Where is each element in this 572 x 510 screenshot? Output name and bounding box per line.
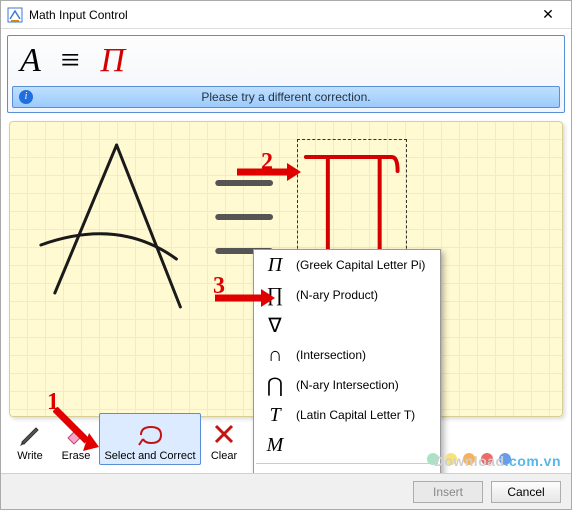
option-label: (N-ary Intersection) xyxy=(296,378,399,392)
annotation-arrow-3 xyxy=(215,287,275,309)
option-symbol: ∇ xyxy=(264,313,286,338)
info-message: Please try a different correction. xyxy=(201,90,370,104)
toolbar: Write Erase Select and Correct Clear xyxy=(7,413,247,465)
info-icon: i xyxy=(19,90,33,104)
correction-option-5[interactable]: T (Latin Capital Letter T) xyxy=(254,400,440,430)
watermark-text1: Download xyxy=(434,453,505,469)
select-label: Select and Correct xyxy=(104,450,195,462)
formula-A: A xyxy=(20,42,46,79)
correction-option-4[interactable]: ⋂ (N-ary Intersection) xyxy=(254,370,440,400)
clear-label: Clear xyxy=(211,450,237,462)
clear-icon xyxy=(213,420,235,448)
option-label: (Greek Capital Letter Pi) xyxy=(296,258,425,272)
recognized-formula: A ≡ Π xyxy=(12,40,560,82)
info-bar: i Please try a different correction. xyxy=(12,86,560,108)
watermark-text2: .com.vn xyxy=(505,453,561,469)
math-input-window: Math Input Control ✕ A ≡ Π i Please try … xyxy=(0,0,572,510)
write-tool[interactable]: Write xyxy=(7,413,53,465)
option-label: (N-ary Product) xyxy=(296,288,378,302)
correction-option-2[interactable]: ∇ xyxy=(254,310,440,340)
insert-button[interactable]: Insert xyxy=(413,481,483,503)
option-symbol: T xyxy=(264,404,286,427)
app-icon xyxy=(7,7,23,23)
watermark: Download.com.vn xyxy=(434,453,561,469)
clear-tool[interactable]: Clear xyxy=(201,413,247,465)
option-symbol: Π xyxy=(264,254,286,277)
annotation-arrow-2 xyxy=(237,161,301,183)
cancel-button[interactable]: Cancel xyxy=(491,481,561,503)
option-symbol: ∩ xyxy=(264,344,286,367)
lasso-icon xyxy=(135,422,165,448)
select-correct-tool[interactable]: Select and Correct xyxy=(99,413,201,465)
stroke-A-bar xyxy=(41,234,177,259)
window-close-button[interactable]: ✕ xyxy=(531,5,565,25)
correction-menu[interactable]: Π (Greek Capital Letter Pi) ∏(N-ary Produc… xyxy=(253,249,441,498)
correction-option-1[interactable]: ∏(N-ary Product) xyxy=(254,280,440,310)
window-title: Math Input Control xyxy=(29,8,531,22)
option-symbol: ⋂ xyxy=(264,373,286,398)
stroke-A-left xyxy=(55,145,117,293)
recognition-preview: A ≡ Π i Please try a different correctio… xyxy=(7,35,565,113)
annotation-arrow-1 xyxy=(53,407,103,457)
pen-icon xyxy=(18,420,42,448)
write-label: Write xyxy=(17,450,42,462)
menu-separator xyxy=(256,463,438,464)
option-label: (Intersection) xyxy=(296,348,366,362)
option-symbol: M xyxy=(264,434,286,457)
titlebar: Math Input Control ✕ xyxy=(1,1,571,29)
option-label: (Latin Capital Letter T) xyxy=(296,408,415,422)
correction-option-3[interactable]: ∩ (Intersection) xyxy=(254,340,440,370)
stroke-A-right xyxy=(117,145,181,307)
formula-pi: Π xyxy=(100,42,131,79)
bottom-bar: Insert Cancel xyxy=(1,473,571,509)
correction-option-6[interactable]: M xyxy=(254,430,440,460)
correction-option-0[interactable]: Π (Greek Capital Letter Pi) xyxy=(254,250,440,280)
formula-equiv: ≡ xyxy=(61,42,86,79)
